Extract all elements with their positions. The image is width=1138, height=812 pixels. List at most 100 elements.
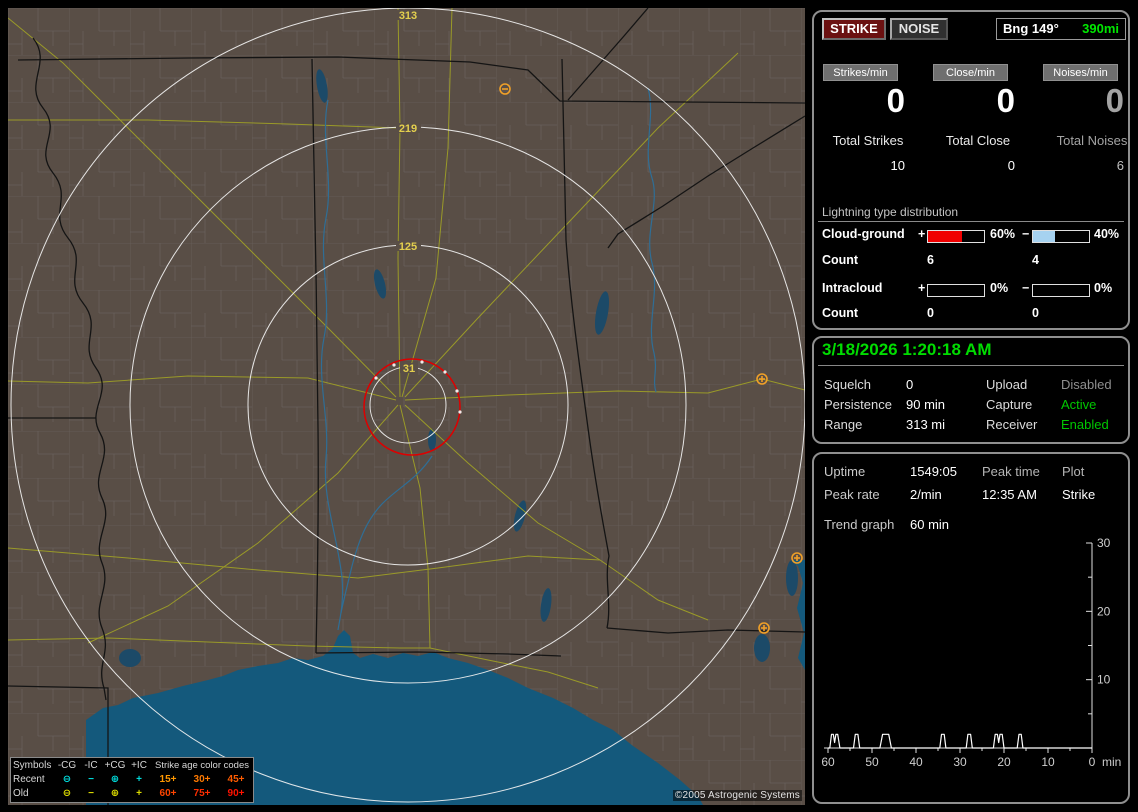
age-90-label: 90+ — [227, 788, 245, 799]
close-per-min-chip: Close/min — [933, 64, 1008, 81]
plus-sign: + — [918, 227, 926, 241]
uptime-value: 1549:05 — [910, 464, 957, 479]
cg-minus-bar — [1032, 230, 1090, 243]
ring-label-219: 219 — [399, 123, 417, 135]
plot-header: Plot — [1062, 464, 1085, 479]
total-noises-value: 6 — [1116, 158, 1124, 173]
svg-text:10: 10 — [1041, 755, 1055, 769]
ring-label-31: 31 — [403, 363, 415, 375]
trend-window-value: 60 min — [910, 517, 950, 532]
noise-marker — [392, 363, 396, 367]
svg-text:30: 30 — [1097, 536, 1111, 550]
noise-marker — [420, 360, 424, 364]
bearing-distance: 390mi — [1082, 21, 1119, 36]
noise-toggle-button[interactable]: NOISE — [890, 18, 948, 40]
svg-text:10: 10 — [1097, 673, 1111, 687]
pos-cg-old-icon: ⊕ — [110, 788, 120, 799]
divider — [818, 221, 1124, 222]
cloud-ground-label: Cloud-ground — [822, 227, 905, 241]
plus-sign: + — [918, 281, 926, 295]
strike-toggle-button[interactable]: STRIKE — [822, 18, 886, 40]
range-label: Range — [824, 417, 863, 432]
upload-label: Upload — [986, 377, 1028, 392]
age-15-label: 15+ — [159, 774, 177, 785]
cg-plus-bar — [927, 230, 985, 243]
pos-ic-old-icon: + — [136, 788, 142, 799]
ring-labels: 313 219 125 31 — [396, 10, 421, 375]
total-close-value: 0 — [1007, 158, 1015, 173]
cg-plus-pct: 60% — [990, 227, 1016, 241]
ic-minus-bar — [1032, 284, 1090, 297]
neg-cg-strike-icon — [499, 83, 511, 95]
legend-age-header: Strike age color codes — [155, 760, 249, 771]
bearing-readout: Bng 149° 390mi — [996, 18, 1126, 40]
svg-text:min: min — [1102, 755, 1121, 769]
legend-col-pos-cg: +CG — [104, 760, 126, 771]
close-rate-value: 0 — [996, 82, 1015, 119]
alarm-ring — [363, 358, 461, 456]
age-75-label: 75+ — [193, 788, 211, 799]
squelch-label: Squelch — [824, 377, 871, 392]
cg-minus-pct: 40% — [1094, 227, 1120, 241]
roads — [8, 8, 805, 689]
ring-label-125: 125 — [399, 241, 417, 253]
neg-ic-old-icon: − — [88, 788, 94, 799]
svg-text:60: 60 — [821, 755, 835, 769]
age-30-label: 30+ — [193, 774, 211, 785]
cg-minus-count: 4 — [1032, 253, 1039, 267]
pos-ic-recent-icon: + — [136, 774, 142, 785]
range-value: 313 mi — [906, 417, 946, 432]
uptime-label: Uptime — [824, 464, 866, 479]
legend-row-old-label: Old — [13, 788, 29, 799]
cg-count-label: Count — [822, 253, 859, 267]
noise-marker — [458, 410, 462, 414]
ic-plus-count: 0 — [927, 306, 934, 320]
svg-text:20: 20 — [997, 755, 1011, 769]
state-borders — [8, 8, 805, 805]
status-panel: 3/18/2026 1:20:18 AM Squelch 0 Upload Di… — [812, 336, 1130, 444]
pos-cg-strike-icon — [758, 622, 770, 634]
strikes-per-min-chip: Strikes/min — [823, 64, 898, 81]
rivers — [320, 87, 657, 631]
total-strikes-value: 10 — [890, 158, 905, 173]
legend-symbols-header: Symbols — [13, 760, 52, 771]
noise-marker — [455, 389, 459, 393]
noise-marker — [443, 370, 447, 374]
age-60-label: 60+ — [159, 788, 177, 799]
intracloud-label: Intracloud — [822, 281, 883, 295]
noises-per-min-chip: Noises/min — [1043, 64, 1118, 81]
neg-ic-recent-icon: − — [88, 774, 94, 785]
peak-time-value: 12:35 AM — [982, 487, 1037, 502]
noise-marker — [374, 376, 378, 380]
svg-text:20: 20 — [1097, 604, 1111, 618]
age-45-label: 45+ — [227, 774, 245, 785]
noises-rate-value: 0 — [1105, 82, 1124, 119]
trend-graph: 10 20 30 0 10 20 30 40 50 60 min — [821, 536, 1121, 769]
svg-text:30: 30 — [953, 755, 967, 769]
lightning-map: 313 219 125 31 — [8, 8, 805, 805]
pos-cg-strike-icon — [756, 373, 768, 385]
receiver-label: Receiver — [986, 417, 1038, 432]
cg-plus-count: 6 — [927, 253, 934, 267]
map-legend: Symbols -CG -IC +CG +IC Strike age color code… — [10, 757, 254, 803]
copyright-notice: ©2005 Astrogenic Systems — [672, 790, 802, 801]
bearing-label: Bng 149° — [1003, 21, 1059, 36]
datetime-readout: 3/18/2026 1:20:18 AM — [822, 340, 992, 359]
ic-count-label: Count — [822, 306, 859, 320]
minus-sign: − — [1022, 227, 1030, 241]
ic-minus-pct: 0% — [1094, 281, 1113, 295]
map-view[interactable]: 313 219 125 31 Symbols -CG -IC +CG +IC Strike… — [8, 8, 805, 805]
neg-cg-old-icon: ⊖ — [62, 788, 72, 799]
legend-col-neg-cg: -CG — [57, 760, 77, 771]
pos-cg-strike-icon — [791, 552, 803, 564]
ic-minus-count: 0 — [1032, 306, 1039, 320]
svg-text:50: 50 — [865, 755, 879, 769]
session-panel: Uptime 1549:05 Peak time Plot Peak rate … — [812, 452, 1130, 804]
trend-graph-label: Trend graph — [824, 517, 895, 532]
total-noises-label: Total Noises — [1056, 133, 1128, 148]
total-close-label: Total Close — [945, 133, 1011, 148]
divider — [818, 365, 1124, 366]
stats-panel: STRIKE NOISE Bng 149° 390mi Strikes/min … — [812, 10, 1130, 330]
capture-label: Capture — [986, 397, 1033, 412]
peak-rate-label: Peak rate — [824, 487, 880, 502]
